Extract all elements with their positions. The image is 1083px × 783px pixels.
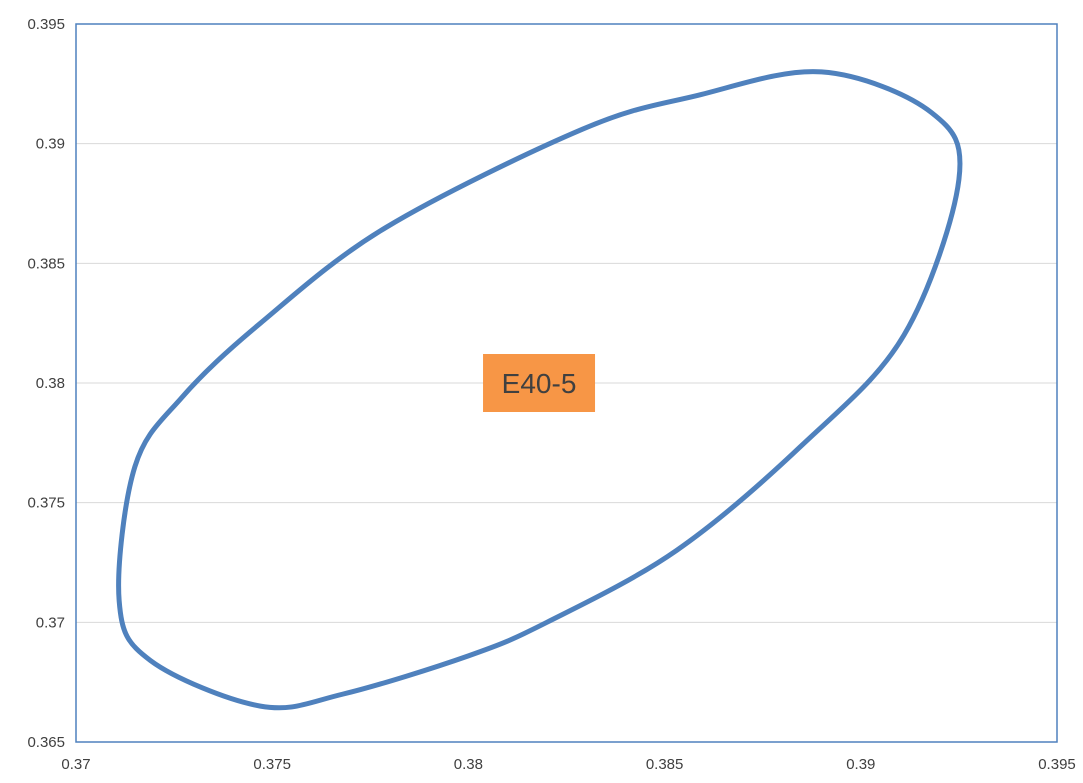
x-tick-label: 0.39 [846, 756, 875, 773]
y-tick-label: 0.385 [27, 255, 65, 272]
annotation-box [483, 354, 596, 412]
y-tick-label: 0.39 [36, 136, 65, 153]
plot-frame [75, 23, 1058, 743]
y-tick-label: 0.365 [27, 734, 65, 751]
y-tick-label: 0.375 [27, 495, 65, 512]
series-layer [116, 69, 963, 711]
y-tick-label: 0.395 [27, 16, 65, 33]
tick-labels: 0.37 0.375 0.38 0.385 0.39 0.395 0.365 0.37 0.37… [27, 16, 1075, 773]
x-tick-label: 0.395 [1038, 756, 1076, 773]
annotations: E40-5 [483, 354, 596, 412]
x-tick-label: 0.375 [253, 756, 291, 773]
series-line-0 [116, 69, 963, 711]
x-tick-label: 0.37 [61, 756, 90, 773]
x-tick-label: 0.38 [454, 756, 483, 773]
x-tick-label: 0.385 [646, 756, 684, 773]
y-tick-label: 0.38 [36, 375, 65, 392]
annotation-label: E40-5 [502, 368, 577, 399]
y-tick-label: 0.37 [36, 614, 65, 631]
plot-border [75, 23, 1058, 743]
